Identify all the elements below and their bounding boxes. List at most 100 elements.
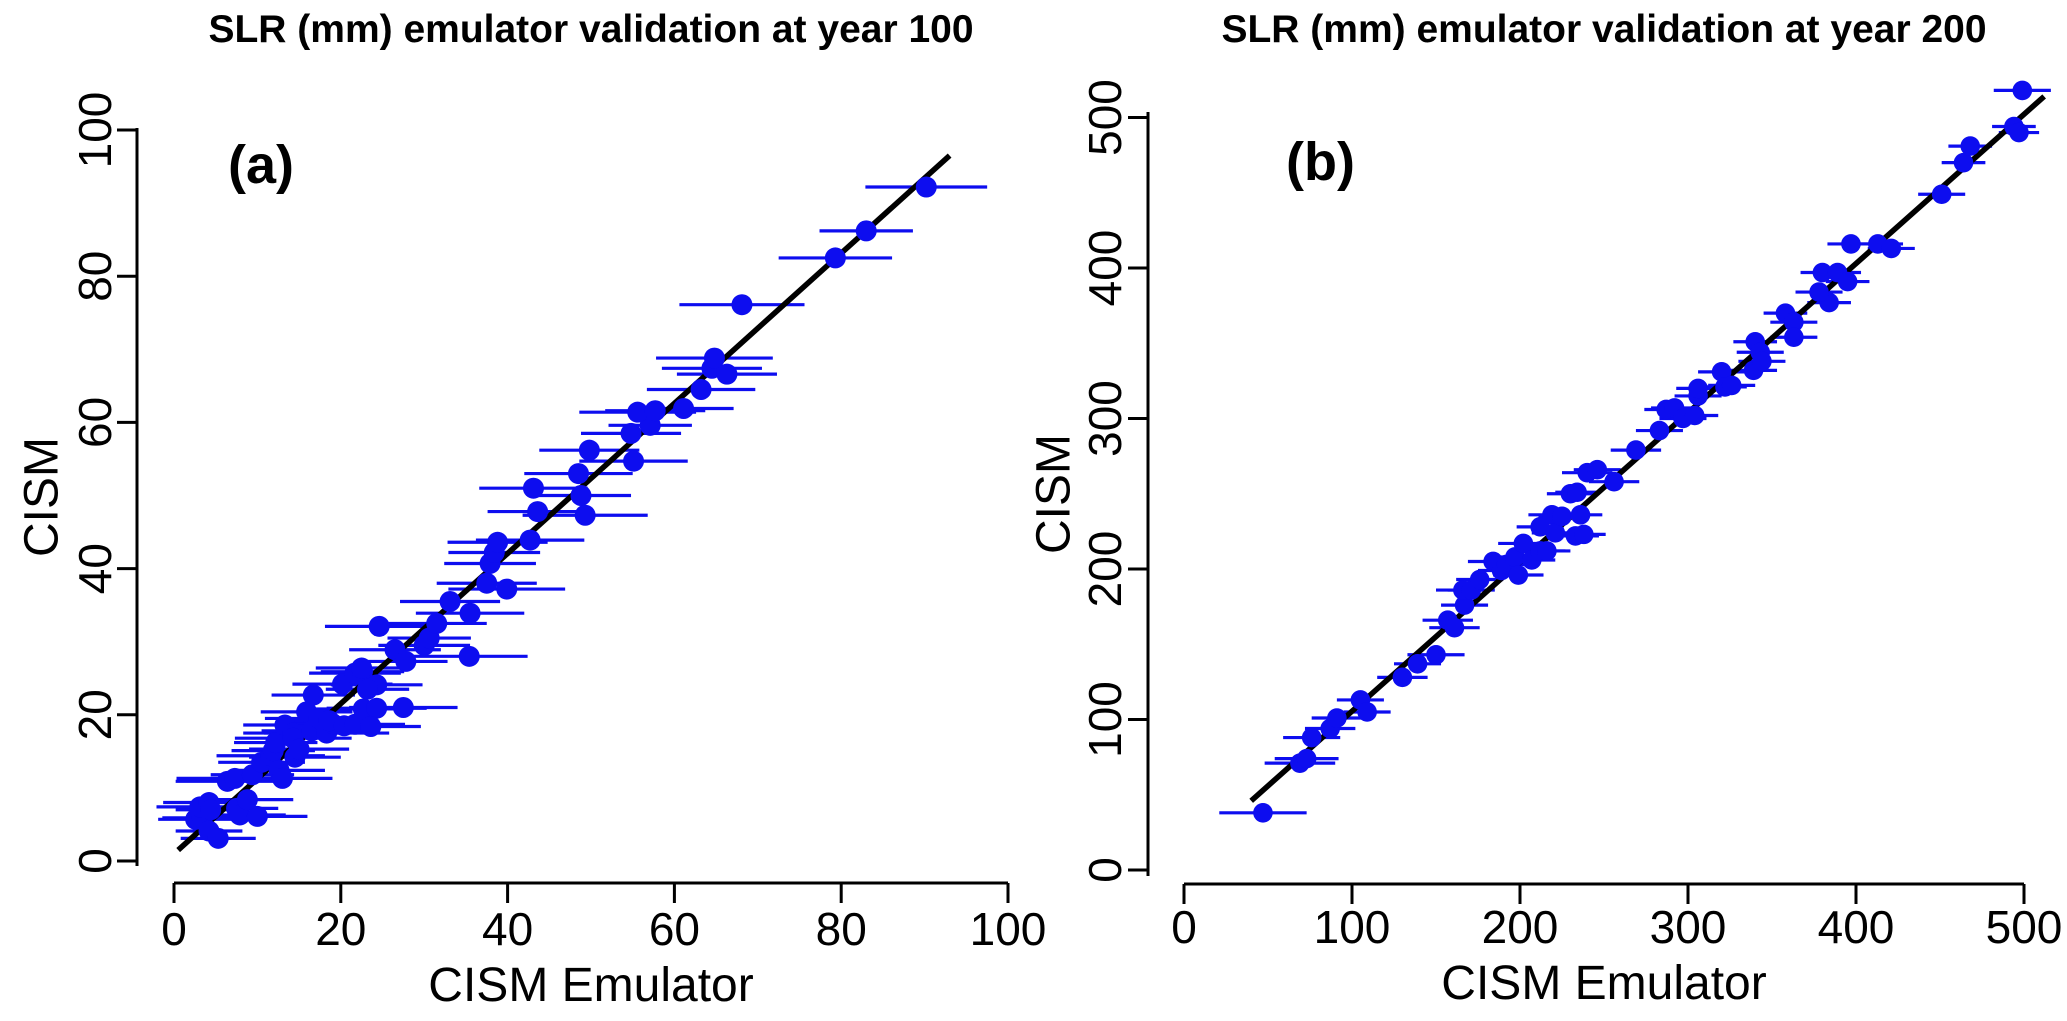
x-tick-label: 300 <box>1650 901 1727 953</box>
panel-b-y-axis-title: CISM <box>1027 434 1081 554</box>
data-point <box>915 176 937 198</box>
data-point <box>703 347 725 369</box>
y-tick-label: 0 <box>69 848 121 874</box>
y-tick-label: 0 <box>1079 857 1131 883</box>
data-point <box>1301 727 1322 748</box>
data-point <box>824 247 846 269</box>
data-point <box>426 612 448 634</box>
data-point <box>395 650 417 672</box>
data-point <box>459 602 481 624</box>
panel-b-x-axis-title: CISM Emulator <box>1441 957 1767 1010</box>
data-point <box>855 220 877 242</box>
data-point <box>1469 569 1490 590</box>
y-tick-label: 400 <box>1079 230 1131 307</box>
y-tick-label: 40 <box>69 543 121 594</box>
data-point <box>570 485 592 506</box>
data-point <box>2009 122 2029 143</box>
x-tick-label: 0 <box>1171 901 1197 953</box>
identity-line <box>1249 94 2046 803</box>
data-point <box>1837 271 1858 292</box>
data-point <box>623 450 645 472</box>
panel-a-y-axis-title: CISM <box>15 437 69 557</box>
panel-b: 0 100 200 300 400 500 0 100 200 300 400 500 <box>1079 79 2062 953</box>
data-point <box>578 439 600 461</box>
data-point <box>366 697 388 719</box>
data-point <box>1784 312 1804 332</box>
data-point <box>344 713 366 735</box>
data-point <box>1649 420 1670 441</box>
data-point <box>356 678 378 700</box>
data-point <box>1626 440 1646 460</box>
data-point <box>1296 748 1317 769</box>
x-tick-label: 100 <box>1314 901 1391 953</box>
data-point <box>476 572 498 594</box>
x-tick-label: 100 <box>970 903 1047 955</box>
data-point <box>288 738 310 760</box>
data-point <box>1587 459 1608 480</box>
data-point <box>224 767 246 789</box>
data-points <box>1253 80 2033 823</box>
data-point <box>1537 541 1557 561</box>
data-point <box>487 531 509 553</box>
data-point <box>1960 136 1981 156</box>
x-tick-label: 20 <box>315 903 366 955</box>
data-point <box>1444 617 1465 638</box>
data-point <box>1721 375 1742 396</box>
data-point <box>1530 517 1550 537</box>
y-tick-label: 100 <box>69 92 121 169</box>
panel-a-label: (a) <box>228 135 294 195</box>
data-point <box>1688 378 1708 399</box>
data-point <box>731 294 753 316</box>
data-point <box>673 398 695 420</box>
x-tick-label: 200 <box>1482 901 1559 953</box>
panel-a: 0 20 40 60 80 100 0 20 40 60 80 100 <box>69 92 1046 955</box>
y-tick-label: 80 <box>69 251 121 302</box>
data-point <box>519 529 541 551</box>
data-point <box>1407 654 1428 674</box>
panel-b-label: (b) <box>1286 132 1355 192</box>
data-point <box>627 401 649 423</box>
data-point <box>236 789 258 811</box>
data-point <box>527 501 549 523</box>
data-point <box>1513 533 1534 554</box>
data-point <box>1574 524 1594 545</box>
data-point <box>1604 471 1624 492</box>
data-point <box>522 477 544 499</box>
data-point <box>1327 708 1347 728</box>
data-point <box>1711 362 1732 382</box>
data-point <box>368 615 390 637</box>
y-tick-label: 60 <box>69 397 121 448</box>
y-tick-label: 200 <box>1079 531 1131 608</box>
data-point <box>1881 238 1902 259</box>
data-point <box>567 463 589 485</box>
data-point <box>1684 405 1705 426</box>
data-point <box>644 400 666 422</box>
data-points <box>185 176 937 849</box>
panel-b-title: SLR (mm) emulator validation at year 200 <box>1221 8 1987 51</box>
data-point <box>1357 702 1377 722</box>
panel-a-x-axis-title: CISM Emulator <box>428 959 754 1012</box>
data-point <box>1567 482 1587 503</box>
data-point <box>1841 234 1861 254</box>
data-point <box>1392 667 1413 688</box>
data-point <box>265 732 287 754</box>
data-point <box>1752 351 1772 372</box>
data-point <box>1508 565 1529 585</box>
data-point <box>200 799 222 821</box>
data-point <box>392 696 414 718</box>
data-point <box>2012 80 2033 101</box>
data-point <box>620 422 642 444</box>
data-point <box>1953 152 1974 173</box>
y-tick-label: 300 <box>1079 380 1131 457</box>
x-tick-label: 60 <box>649 903 700 955</box>
data-point <box>1552 506 1572 527</box>
data-point <box>302 684 324 706</box>
data-point <box>574 504 596 526</box>
data-point <box>690 379 712 401</box>
data-point <box>439 590 461 612</box>
data-point <box>1812 262 1833 283</box>
data-point <box>271 767 293 789</box>
data-point <box>716 363 738 385</box>
